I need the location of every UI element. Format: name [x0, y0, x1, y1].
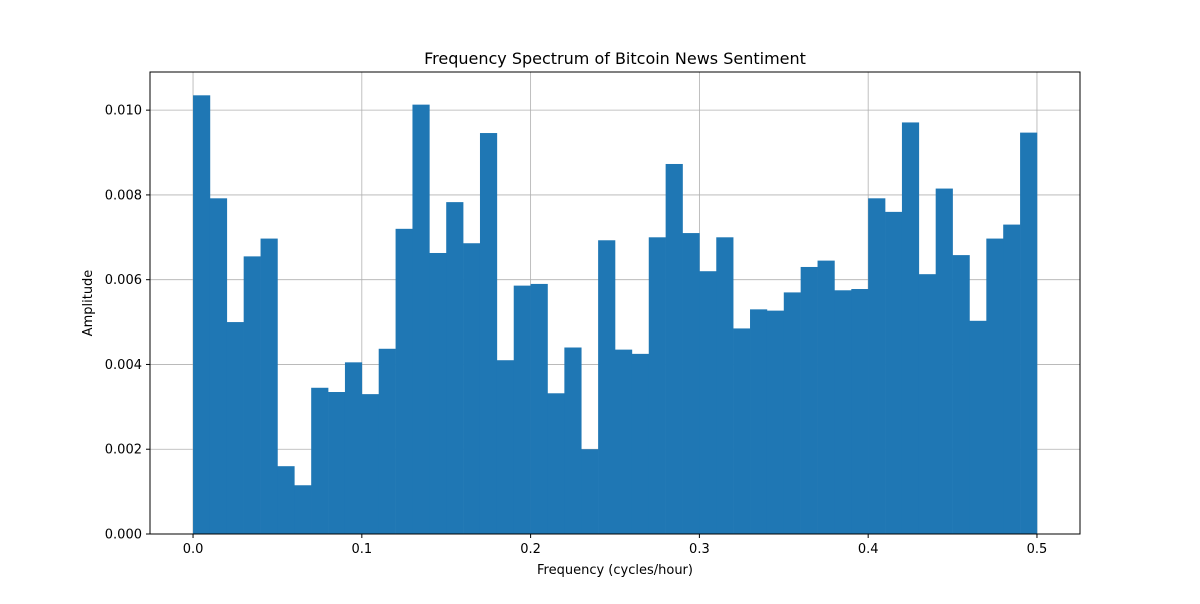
chart-title: Frequency Spectrum of Bitcoin News Senti…: [424, 49, 806, 68]
bar: [682, 233, 700, 535]
y-tick-label: 0.004: [105, 358, 142, 373]
bar: [209, 198, 228, 534]
bar: [969, 320, 987, 534]
y-axis-ticks: 0.000 0.002 0.004 0.006 0.008 0.010: [105, 104, 150, 543]
bar: [834, 290, 852, 534]
bar: [361, 394, 380, 534]
bar: [699, 271, 717, 534]
bar: [750, 309, 768, 534]
y-tick-label: 0.008: [105, 188, 142, 203]
bar: [479, 133, 498, 535]
bar: [530, 283, 548, 534]
bar: [648, 237, 666, 535]
bar: [378, 348, 396, 534]
y-axis-label: Amplitude: [81, 270, 96, 337]
bar: [851, 289, 869, 534]
bar: [344, 362, 363, 534]
bar: [800, 266, 818, 534]
bar: [631, 353, 650, 534]
x-tick-label: 0.5: [1027, 542, 1048, 557]
y-tick-label: 0.010: [105, 104, 142, 119]
bar: [412, 104, 430, 535]
bar: [783, 292, 801, 534]
bar: [581, 449, 599, 534]
bar: [463, 243, 481, 534]
bar: [952, 255, 970, 534]
x-axis-label: Frequency (cycles/hour): [537, 563, 693, 578]
bar: [935, 188, 953, 534]
x-tick-label: 0.2: [520, 542, 541, 557]
bar: [328, 392, 346, 534]
bar: [547, 393, 565, 534]
bar: [564, 347, 582, 534]
bar: [817, 260, 835, 534]
x-tick-label: 0.3: [689, 542, 710, 557]
bar: [294, 485, 312, 534]
bar: [665, 163, 683, 535]
bar: [243, 256, 261, 534]
bar: [496, 360, 515, 534]
bar: [193, 95, 211, 535]
x-tick-label: 0.1: [351, 542, 372, 557]
bar: [766, 310, 785, 534]
bar: [598, 240, 616, 535]
axes-frame: [149, 71, 1081, 535]
bar: [429, 252, 447, 534]
bar: [513, 285, 531, 534]
bar: [885, 211, 903, 534]
y-tick-label: 0.000: [105, 528, 142, 543]
bar: [733, 328, 751, 534]
x-tick-label: 0.4: [858, 542, 879, 557]
bar: [615, 349, 633, 534]
x-axis-ticks: 0.0 0.1 0.2 0.3 0.4 0.5: [183, 534, 1048, 557]
bar: [395, 228, 413, 534]
bar: [277, 466, 295, 534]
y-tick-label: 0.006: [105, 273, 142, 288]
bar: [901, 122, 920, 534]
bars-layer: [193, 95, 1038, 535]
bar: [868, 198, 886, 534]
bar: [260, 238, 278, 534]
bar: [311, 387, 329, 534]
bar: [986, 238, 1004, 534]
bar: [918, 274, 936, 534]
bar: [1020, 132, 1038, 534]
y-tick-label: 0.002: [105, 443, 142, 458]
bar: [716, 237, 734, 535]
bar: [1003, 224, 1021, 534]
bar: [446, 202, 464, 535]
x-tick-label: 0.0: [183, 542, 204, 557]
bar: [226, 322, 244, 534]
